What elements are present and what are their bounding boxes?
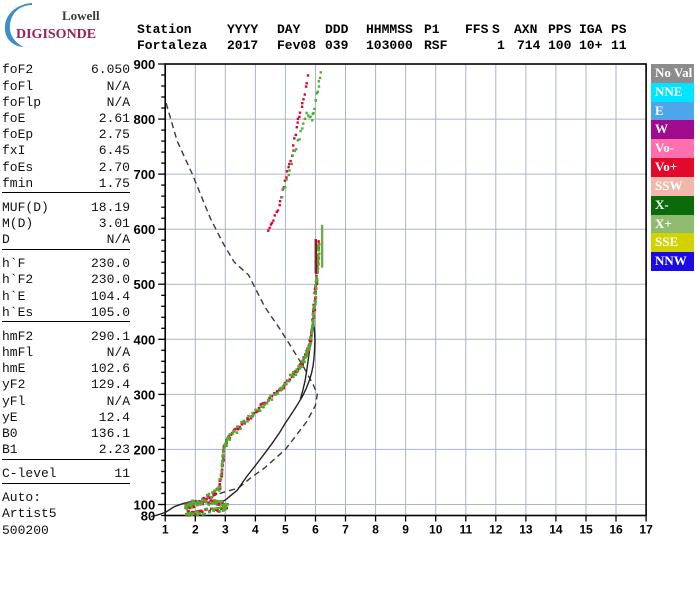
svg-text:5: 5 [282, 523, 289, 537]
svg-text:400: 400 [133, 332, 155, 347]
svg-text:3: 3 [222, 523, 229, 537]
svg-text:16: 16 [609, 523, 623, 537]
svg-text:13: 13 [519, 523, 533, 537]
svg-text:17: 17 [639, 523, 653, 537]
svg-text:10: 10 [429, 523, 443, 537]
svg-text:6: 6 [312, 523, 319, 537]
svg-text:300: 300 [133, 387, 155, 402]
svg-text:8: 8 [372, 523, 379, 537]
svg-text:200: 200 [133, 442, 155, 457]
svg-text:600: 600 [133, 222, 155, 237]
svg-text:14: 14 [549, 523, 563, 537]
svg-text:700: 700 [133, 167, 155, 182]
svg-text:1: 1 [162, 523, 169, 537]
svg-text:900: 900 [133, 57, 155, 72]
svg-text:800: 800 [133, 112, 155, 127]
svg-text:2: 2 [192, 523, 199, 537]
svg-text:12: 12 [489, 523, 503, 537]
svg-text:15: 15 [579, 523, 593, 537]
svg-text:500: 500 [133, 277, 155, 292]
svg-text:11: 11 [459, 523, 472, 537]
svg-text:4: 4 [252, 523, 259, 537]
svg-text:7: 7 [342, 523, 349, 537]
svg-text:9: 9 [402, 523, 409, 537]
